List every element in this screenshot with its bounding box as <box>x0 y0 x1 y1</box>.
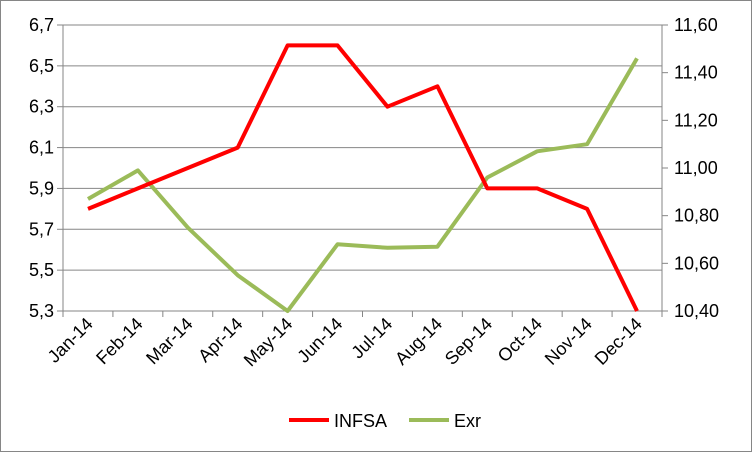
x-tick-label: Jun-14 <box>293 314 346 367</box>
left-tick-label: 5,5 <box>29 260 54 280</box>
x-tick-label: Feb-14 <box>92 314 146 368</box>
series-lines <box>87 43 639 313</box>
right-tick-label: 11,40 <box>674 63 718 83</box>
left-tick-label: 6,5 <box>29 56 54 76</box>
x-tick-label: Sep-14 <box>441 314 496 369</box>
right-tick-label: 10,80 <box>674 206 719 226</box>
left-axis-tick-labels: 5,3 5,5 5,7 5,9 6,1 6,3 6,5 6,7 <box>29 15 54 321</box>
right-tick-label: 10,60 <box>674 253 719 273</box>
x-tick-label: Mar-14 <box>142 314 196 368</box>
left-tick-label: 5,7 <box>29 219 54 239</box>
gridlines <box>63 24 662 312</box>
x-tick-label: Oct-14 <box>494 314 546 366</box>
legend-label-exr: Exr <box>454 411 481 431</box>
right-tick-label: 11,60 <box>674 15 718 35</box>
left-tick-label: 6,7 <box>29 15 54 35</box>
x-tick-label: Nov-14 <box>541 314 596 369</box>
legend-label-infsa: INFSA <box>334 411 387 431</box>
right-tick-label: 11,00 <box>674 158 718 178</box>
series-line-exr <box>87 57 639 313</box>
x-tick-label: May-14 <box>240 314 297 371</box>
x-tick-label: Jul-14 <box>347 314 396 363</box>
x-tick-label: Aug-14 <box>391 314 446 369</box>
x-tick-label: Apr-14 <box>194 314 246 366</box>
right-axis-tick-labels: 10,40 10,60 10,80 11,00 11,20 11,40 11,60 <box>674 15 719 321</box>
left-tick-label: 6,3 <box>29 97 54 117</box>
right-tick-label: 11,20 <box>674 110 718 130</box>
legend: INFSA Exr <box>289 411 481 431</box>
series-line-infsa <box>87 43 639 312</box>
left-tick-label: 6,1 <box>29 138 54 158</box>
x-tick-label: Dec-14 <box>591 314 646 369</box>
left-tick-label: 5,3 <box>29 301 54 321</box>
left-tick-label: 5,9 <box>29 178 54 198</box>
x-tick-label: Jan-14 <box>44 314 97 367</box>
axes <box>57 24 668 317</box>
right-tick-label: 10,40 <box>674 301 719 321</box>
